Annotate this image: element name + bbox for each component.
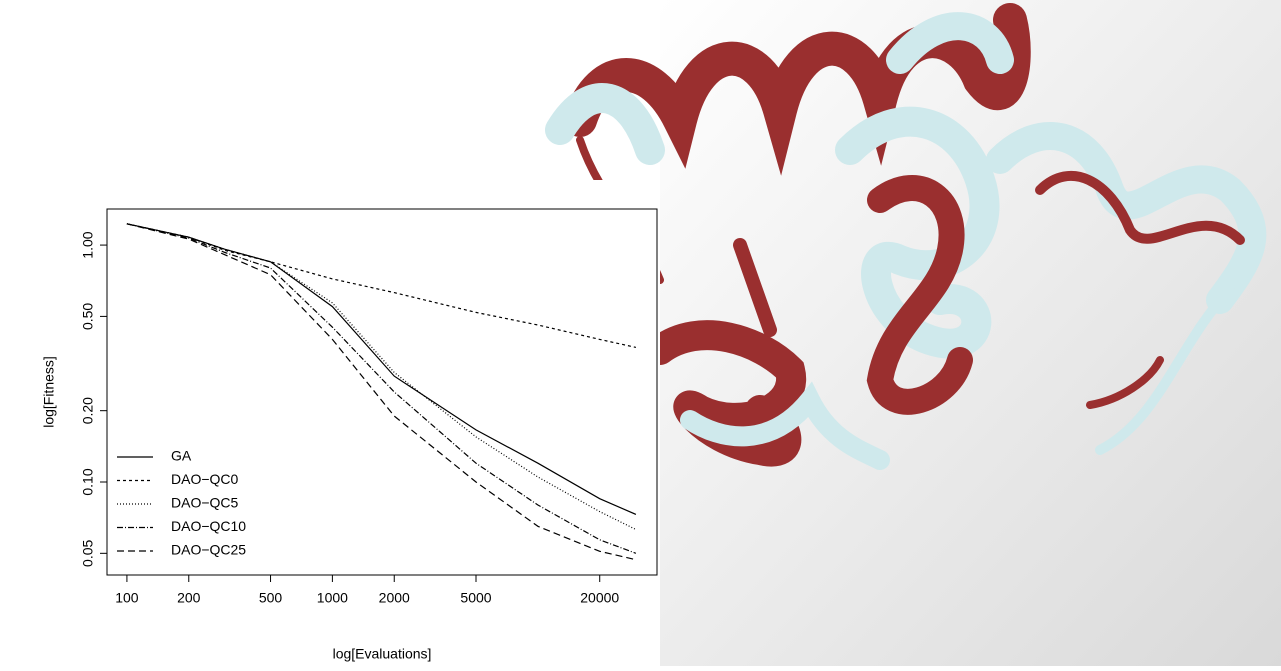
data-line	[126, 223, 637, 561]
x-tick-label: 100	[115, 590, 139, 606]
x-tick-label: 2000	[379, 590, 410, 606]
plot-frame	[106, 208, 658, 576]
y-tick-label: 0.20	[80, 397, 96, 424]
y-axis-label: log[Fitness]	[41, 356, 57, 428]
chart-background	[0, 180, 660, 666]
protein-image	[545, 3, 1267, 470]
x-tick-label: 1000	[317, 590, 348, 606]
legend-label: GA	[171, 448, 192, 464]
x-axis-label: log[Evaluations]	[333, 646, 432, 662]
legend-label: DAO−QC10	[171, 518, 246, 534]
legend-label: DAO−QC25	[171, 542, 246, 558]
x-tick-label: 500	[259, 590, 283, 606]
x-tick-label: 200	[177, 590, 201, 606]
x-tick-label: 5000	[460, 590, 491, 606]
legend-label: DAO−QC0	[171, 471, 239, 487]
x-tick-label: 20000	[580, 590, 619, 606]
y-tick-label: 1.00	[80, 231, 96, 258]
data-line	[126, 223, 637, 554]
y-tick-label: 0.10	[80, 468, 96, 495]
y-tick-label: 0.05	[80, 539, 96, 566]
legend-label: DAO−QC5	[171, 495, 239, 511]
data-line	[126, 223, 637, 515]
y-tick-label: 0.50	[80, 303, 96, 330]
